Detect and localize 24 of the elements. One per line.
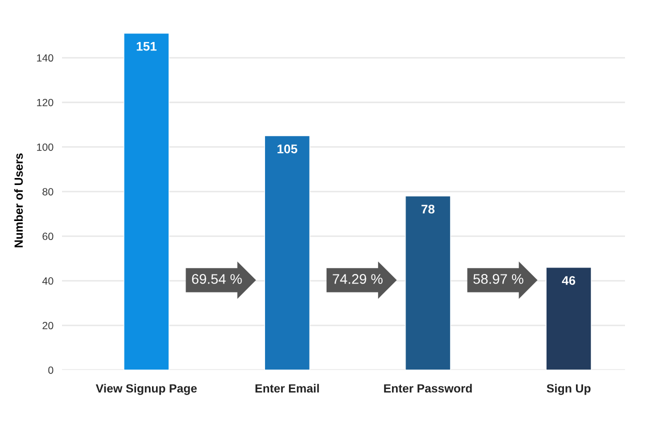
bar	[124, 32, 170, 370]
annotation: 74.29 %	[332, 274, 383, 284]
y-axis-title: Number of Users	[14, 153, 23, 248]
y-tick-label: 120	[37, 98, 54, 106]
data-label: 78	[422, 204, 435, 214]
y-tick-label: 20	[42, 322, 54, 330]
data-label: 151	[136, 42, 157, 51]
y-tick-label: 60	[42, 232, 54, 240]
x-tick-label: Enter Password	[384, 384, 472, 393]
bar	[405, 196, 451, 370]
y-tick-label: 140	[37, 54, 54, 62]
annotation: 69.54 %	[192, 274, 242, 284]
x-tick-label: View Signup Page	[96, 384, 197, 395]
x-tick-label: Enter Email	[256, 384, 319, 393]
x-tick-label: Sign Up	[546, 384, 591, 395]
data-label: 105	[278, 144, 298, 154]
y-tick-label: 100	[37, 143, 54, 151]
y-tick-label: 40	[42, 277, 54, 285]
bar	[546, 267, 592, 370]
y-tick-label: 0	[48, 366, 54, 374]
bar	[264, 135, 310, 370]
y-tick-label: 80	[42, 188, 54, 196]
data-label: 46	[562, 276, 576, 285]
annotation: 58.97 %	[473, 274, 524, 284]
